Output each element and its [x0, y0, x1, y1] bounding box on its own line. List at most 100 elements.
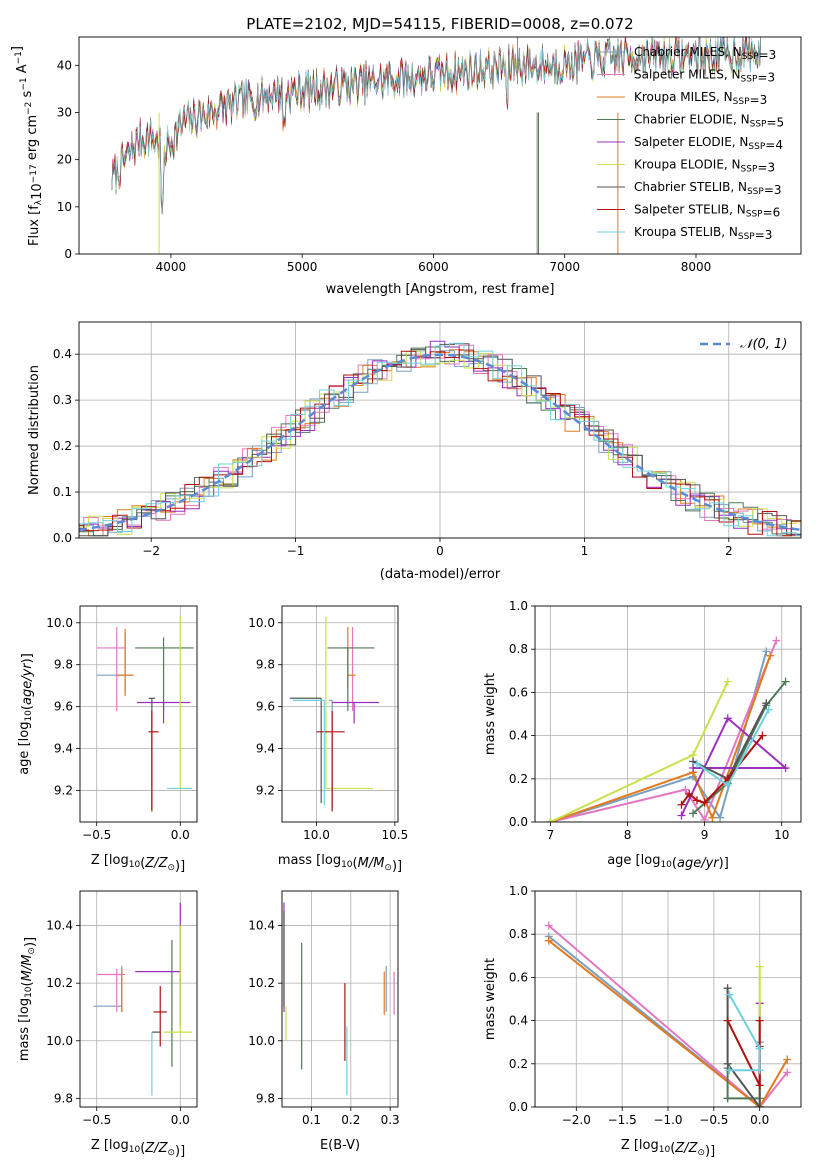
y-tick-label: 0.6	[509, 970, 528, 984]
weight-marker	[781, 677, 790, 686]
x-tick-label: −0.5	[82, 828, 111, 842]
errorbar-point	[135, 637, 194, 711]
y-axis-label: Flux [fλ10−17 erg cm−2 s−1 A−1]	[10, 46, 45, 246]
label-part: ⊙	[167, 863, 175, 873]
label-part: (	[353, 856, 358, 871]
y-tick-label: 9.6	[54, 700, 73, 714]
label-part: Z/Z	[144, 1141, 168, 1156]
weight-marker	[783, 1068, 792, 1077]
y-tick-label: 9.2	[256, 784, 275, 798]
weight-marker	[681, 785, 690, 794]
x-tick-label: 7	[547, 828, 555, 842]
label-part: SSP	[741, 75, 758, 85]
figure-title: PLATE=2102, MJD=54115, FIBERID=0008, z=0…	[246, 15, 633, 33]
weight-marker	[755, 1081, 764, 1090]
x-tick-label: 8	[624, 828, 632, 842]
label-part: M/M	[20, 955, 35, 982]
label-part: 10	[129, 1145, 141, 1155]
y-tick-label: 9.6	[256, 700, 275, 714]
axes-frame	[281, 605, 399, 823]
label-part: λ	[34, 199, 44, 205]
weight-marker	[723, 1094, 732, 1103]
y-tick-label: 9.8	[54, 1091, 73, 1105]
y-tick-label: 0.2	[509, 772, 528, 786]
label-part: M/M	[358, 856, 385, 871]
errorbar-point	[153, 986, 167, 1047]
legend-entry: Kroupa MILES, NSSP=3	[634, 90, 767, 107]
label-part: SSP	[750, 120, 767, 130]
label-part: ⊙	[27, 947, 37, 955]
y-tick-label: 0.4	[53, 347, 72, 361]
weight-marker	[725, 990, 734, 999]
y-tick-label: 10.4	[46, 919, 73, 933]
label-part: Kroupa MILES, N	[634, 90, 733, 104]
weight-series	[692, 680, 787, 815]
weight-marker	[689, 809, 698, 818]
axes-frame	[78, 36, 802, 255]
label-part: Chabrier STELIB, N	[634, 180, 747, 194]
histogram-series	[79, 340, 801, 536]
y-tick-label: 0.0	[509, 815, 528, 829]
y-tick-label: 9.2	[54, 784, 73, 798]
weight-marker	[772, 636, 781, 645]
weight-marker	[708, 813, 717, 822]
spectrum-line	[111, 37, 761, 213]
weight-vs-Z-plot-area	[535, 891, 801, 1107]
label-part: )]	[705, 1144, 715, 1159]
age-vs-mass-plot-area	[282, 606, 398, 822]
label-part: =3	[750, 93, 768, 107]
label-part: )]	[719, 856, 729, 871]
age-vs-mass-panel: 10.0 10.5 9.2 9.4 9.6 9.8 10.0 mass [log10(M/M⊙…	[248, 605, 409, 874]
errorbar-point	[136, 701, 191, 724]
label-part: SSP	[738, 232, 755, 242]
y-tick-label: 10.2	[46, 976, 73, 990]
y-tick-label: 9.8	[256, 658, 275, 672]
weight-marker	[546, 818, 555, 822]
y-tick-label: 0.8	[509, 642, 528, 656]
x-tick-label: 9	[701, 828, 709, 842]
label-part: Kroupa ELODIE, N	[634, 158, 741, 172]
label-part: Salpeter STELIB, N	[634, 203, 746, 217]
errorbar-point	[316, 710, 345, 812]
y-axis-label: mass weight	[483, 958, 498, 1040]
weight-series	[726, 1020, 761, 1086]
legend-entry: Salpeter MILES, NSSP=3	[634, 68, 775, 85]
x-axis-label: wavelength [Angstrom, rest frame]	[326, 282, 555, 297]
legend-entry: Salpeter STELIB, NSSP=6	[634, 203, 780, 220]
y-tick-label: 9.4	[54, 742, 73, 756]
legend-entry: Kroupa ELODIE, NSSP=3	[634, 158, 775, 175]
x-tick-label: 8000	[681, 260, 712, 274]
y-tick-label: 0.0	[509, 1100, 528, 1114]
spectrum-panel: 4000 5000 6000 7000 8000 0 10 20 30 40 wavelength …	[10, 36, 802, 297]
label-part: Z [log	[91, 853, 129, 868]
y-tick-label: 10.4	[248, 919, 275, 933]
histogram-series	[79, 349, 801, 537]
y-tick-label: 10.0	[248, 1034, 275, 1048]
label-part: =6	[763, 206, 781, 220]
label-part: A	[15, 64, 30, 77]
weight-vs-age-plot-area	[535, 606, 801, 822]
label-part: =5	[766, 116, 784, 130]
x-tick-label: 0.0	[750, 1113, 769, 1127]
label-part: 10	[341, 860, 353, 870]
weight-marker	[716, 813, 725, 822]
x-tick-label: 10.5	[382, 828, 409, 842]
errorbar-point	[325, 616, 373, 790]
label-part: 10	[660, 860, 672, 870]
errorbar-point	[292, 699, 325, 806]
legend-entry: 𝒩(0, 1)	[740, 337, 787, 352]
weight-series	[726, 1068, 760, 1100]
weight-marker	[723, 984, 732, 993]
label-part: SSP	[741, 165, 758, 175]
x-tick-label: 0.3	[381, 1113, 400, 1127]
y-tick-label: 10.0	[248, 616, 275, 630]
errorbar-point	[116, 629, 134, 697]
label-part: SSP	[747, 187, 764, 197]
weight-marker	[781, 764, 790, 772]
label-part: =3	[755, 228, 773, 242]
weight-marker	[723, 1059, 732, 1068]
label-part: Chabrier ELODIE, N	[634, 113, 750, 127]
errorbar-point	[93, 965, 123, 1012]
label-part: Z/Z	[144, 856, 168, 871]
